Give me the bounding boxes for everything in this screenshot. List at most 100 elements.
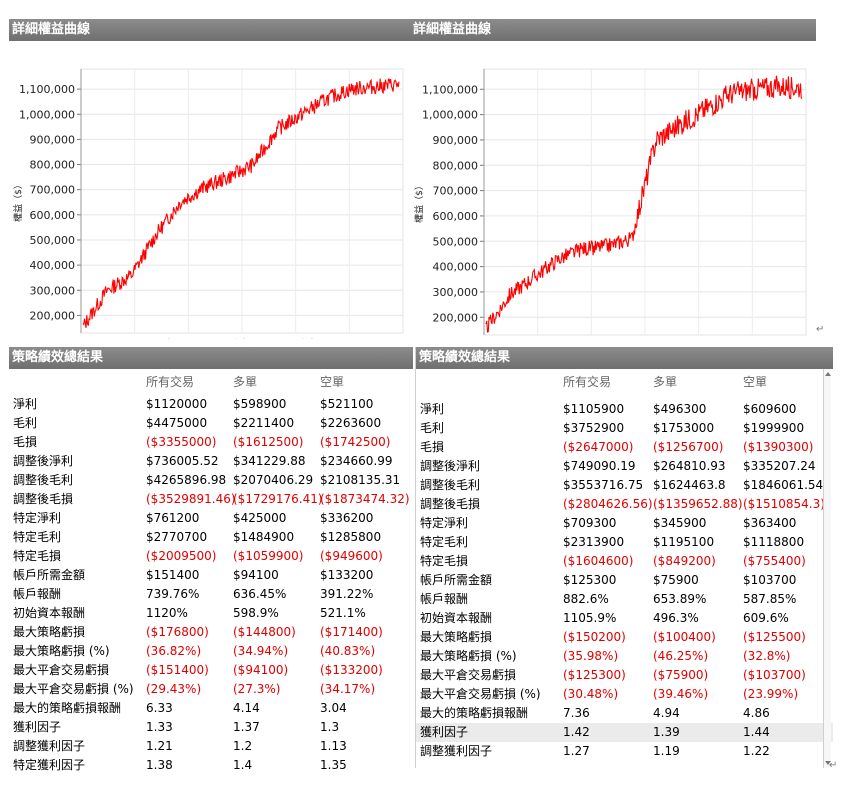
- column-header: 所有交易: [146, 375, 195, 389]
- table-cell: 1.37: [233, 720, 260, 734]
- table-row: 毛損 ($3355000) ($1612500) ($1742500): [9, 433, 413, 452]
- row-label: 最大策略虧損: [420, 630, 493, 644]
- ytick-label: 300,000: [30, 284, 76, 297]
- scroll-up-arrow-icon[interactable]: [825, 372, 831, 376]
- ytick-label: 900,000: [433, 134, 479, 147]
- row-label: 初始資本報酬: [13, 606, 86, 620]
- ytick-label: 300,000: [433, 286, 479, 299]
- table-row: 特定毛利 $2770700 $1484900 $1285800: [9, 528, 413, 547]
- table-cell: ($1729176.41): [233, 492, 323, 506]
- ytick-label: 800,000: [433, 159, 479, 172]
- table-cell: (30.48%): [563, 687, 619, 701]
- vertical-scrollbar[interactable]: [823, 369, 831, 768]
- strategy-summary-panel-right: 策略績效總結果 所有交易 多單 空單 淨利 $1105900 $496300 $609600…: [415, 347, 833, 768]
- table-cell: $425000: [233, 511, 287, 525]
- table-cell: ($151400): [146, 663, 209, 677]
- row-label: 毛利: [13, 416, 38, 430]
- table-row: 帳戶所需金額 $125300 $75900 $103700: [416, 571, 833, 590]
- column-header: 多單: [233, 375, 258, 389]
- row-label: 調整獲利因子: [13, 739, 86, 753]
- equity-curve-chart-left: 1,100,000 1,000,000 900,000 800,000 700,000 6…: [12, 68, 404, 339]
- table-cell: $1753000: [653, 421, 715, 435]
- equity-curve-chart-right: 1,100,000 1,000,000 900,000 800,000 700,000 6…: [413, 68, 807, 336]
- table-row: 調整後淨利 $749090.19 $264810.93 $335207.24: [416, 457, 833, 476]
- row-label: 最大策略虧損 (%): [420, 649, 517, 663]
- table-row: 特定毛損 ($1604600) ($849200) ($755400): [416, 552, 833, 571]
- ytick-label: 600,000: [30, 209, 76, 222]
- summary-title-right: 策略績效總結果: [416, 347, 833, 369]
- table-cell: ($849200): [653, 554, 716, 568]
- table-cell: 1.33: [146, 720, 173, 734]
- table-row: 調整獲利因子 1.27 1.19 1.22: [416, 742, 833, 761]
- table-cell: (32.8%): [743, 649, 791, 663]
- table-cell: ($125300): [563, 668, 626, 682]
- table-cell: 1.22: [743, 744, 770, 758]
- table-cell: ($1604600): [563, 554, 634, 568]
- table-cell: $1624463.8: [653, 478, 726, 492]
- xtick-label: 2004/9/23 下午 12:00:00: [95, 338, 230, 339]
- table-cell: $345900: [653, 516, 707, 530]
- table-cell: $2263600: [320, 416, 382, 430]
- table-row: 最大策略虧損 ($150200) ($100400) ($125500): [416, 628, 833, 647]
- row-label: 帳戶報酬: [13, 587, 62, 601]
- table-cell: (34.17%): [320, 682, 376, 696]
- scroll-down-arrow-icon[interactable]: [825, 761, 831, 765]
- table-cell: $3752900: [563, 421, 625, 435]
- row-label: 最大的策略虧損報酬: [420, 706, 529, 720]
- column-header: 多單: [653, 375, 678, 389]
- table-cell: $335207.24: [743, 459, 816, 473]
- table-row: 初始資本報酬 1120% 598.9% 521.1%: [9, 604, 413, 623]
- row-label: 特定淨利: [420, 516, 469, 530]
- row-label: 最大平倉交易虧損 (%): [420, 687, 541, 701]
- ytick-label: 600,000: [433, 210, 479, 223]
- row-label: 最大的策略虧損報酬: [13, 701, 122, 715]
- table-cell: $103700: [743, 573, 797, 587]
- row-label: 獲利因子: [13, 720, 62, 734]
- row-label: 最大平倉交易虧損 (%): [13, 682, 134, 696]
- table-cell: ($171400): [320, 625, 383, 639]
- ytick-label: 500,000: [433, 235, 479, 248]
- table-cell: ($103700): [743, 668, 806, 682]
- table-row: 特定淨利 $761200 $425000 $336200: [9, 509, 413, 528]
- table-row: 調整後毛損 ($2804626.56) ($1359652.88) ($1510854…: [416, 495, 833, 514]
- table-row: 最大的策略虧損報酬 6.33 4.14 3.04: [9, 699, 413, 718]
- table-cell: $1846061.54: [743, 478, 824, 492]
- equity-line: [82, 78, 400, 328]
- table-cell: 1.38: [146, 758, 173, 772]
- table-cell: 1.39: [653, 725, 680, 739]
- table-cell: $1118800: [743, 535, 805, 549]
- table-row: 帳戶所需金額 $151400 $94100 $133200: [9, 566, 413, 585]
- chart-title-left: 詳細權益曲線: [9, 19, 413, 41]
- table-cell: ($144800): [233, 625, 296, 639]
- table-cell: ($755400): [743, 554, 806, 568]
- row-label: 最大策略虧損 (%): [13, 644, 110, 658]
- column-header: 所有交易: [563, 375, 612, 389]
- table-cell: $2211400: [233, 416, 295, 430]
- table-cell: ($1059900): [233, 549, 304, 563]
- xtick-label: 2007/6/21 上午 10:40:00: [170, 338, 305, 339]
- row-label: 最大平倉交易虧損: [13, 663, 110, 677]
- table-cell: $1999900: [743, 421, 805, 435]
- row-label: 初始資本報酬: [420, 611, 493, 625]
- table-row: 特定毛損 ($2009500) ($1059900) ($949600): [9, 547, 413, 566]
- table-row: 最大平倉交易虧損 (%) (29.43%) (27.3%) (34.17%): [9, 680, 413, 699]
- table-row: 調整後毛利 $3553716.75 $1624463.8 $1846061.54: [416, 476, 833, 495]
- table-row: 最大策略虧損 (%) (36.82%) (34.94%) (40.83%): [9, 642, 413, 661]
- table-row: 調整後毛損 ($3529891.46) ($1729176.41) ($1873474…: [9, 490, 413, 509]
- row-label: 調整後毛損: [13, 492, 74, 506]
- table-cell: (40.83%): [320, 644, 376, 658]
- table-cell: $151400: [146, 568, 200, 582]
- row-label: 毛損: [420, 440, 445, 454]
- y-axis-label: 權益（$）: [413, 181, 425, 223]
- table-cell: ($176800): [146, 625, 209, 639]
- table-cell: 1.21: [146, 739, 173, 753]
- row-label: 獲利因子: [420, 725, 469, 739]
- ytick-label: 1,100,000: [422, 83, 478, 96]
- table-cell: $2770700: [146, 530, 208, 544]
- table-cell: 3.04: [320, 701, 347, 715]
- row-label: 淨利: [13, 397, 38, 411]
- column-header: 空單: [320, 375, 345, 389]
- table-row: 最大策略虧損 (%) (35.98%) (46.25%) (32.8%): [416, 647, 833, 666]
- row-label: 帳戶所需金額: [13, 568, 86, 582]
- table-cell: 4.86: [743, 706, 770, 720]
